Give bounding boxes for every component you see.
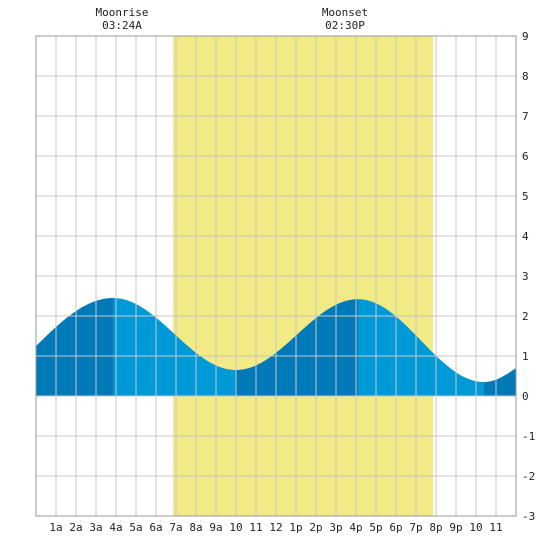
moon-event-label: Moonrise <box>96 6 149 19</box>
x-tick-label: 3p <box>329 521 342 534</box>
y-tick-label: 2 <box>522 310 529 323</box>
x-tick-label: 2p <box>309 521 322 534</box>
x-tick-label: 10 <box>229 521 242 534</box>
moon-event-time: 02:30P <box>325 19 365 32</box>
y-tick-label: -3 <box>522 510 535 523</box>
falling-tide-area <box>358 299 484 396</box>
x-tick-label: 4a <box>109 521 122 534</box>
x-tick-label: 6a <box>149 521 162 534</box>
x-tick-label: 8p <box>429 521 442 534</box>
y-tick-label: 1 <box>522 350 529 363</box>
y-tick-label: 6 <box>522 150 529 163</box>
x-tick-label: 11 <box>249 521 262 534</box>
y-tick-label: 4 <box>522 230 529 243</box>
x-tick-label: 5a <box>129 521 142 534</box>
y-tick-label: 3 <box>522 270 529 283</box>
x-tick-label: 8a <box>189 521 202 534</box>
rising-tide-area <box>36 298 113 396</box>
x-tick-label: 3a <box>89 521 102 534</box>
moon-event-time: 03:24A <box>102 19 142 32</box>
y-tick-label: -1 <box>522 430 535 443</box>
x-tick-label: 4p <box>349 521 362 534</box>
x-tick-label: 1p <box>289 521 302 534</box>
rising-tide-area <box>484 368 516 396</box>
moon-event-label: Moonset <box>322 6 368 19</box>
y-tick-label: 7 <box>522 110 529 123</box>
x-tick-label: 7a <box>169 521 182 534</box>
plot-frame <box>35 35 517 517</box>
x-tick-label: 7p <box>409 521 422 534</box>
x-tick-label: 6p <box>389 521 402 534</box>
x-tick-label: 2a <box>69 521 82 534</box>
x-tick-label: 11 <box>489 521 502 534</box>
y-tick-label: 8 <box>522 70 529 83</box>
x-tick-label: 10 <box>469 521 482 534</box>
x-tick-label: 9p <box>449 521 462 534</box>
y-tick-label: 0 <box>522 390 529 403</box>
x-tick-label: 9a <box>209 521 222 534</box>
x-tick-label: 5p <box>369 521 382 534</box>
x-tick-label: 1a <box>49 521 62 534</box>
y-tick-label: 9 <box>522 30 529 43</box>
rising-tide-area <box>236 299 358 396</box>
y-tick-label: 5 <box>522 190 529 203</box>
x-tick-label: 12 <box>269 521 282 534</box>
falling-tide-area <box>113 298 236 396</box>
y-tick-label: -2 <box>522 470 535 483</box>
